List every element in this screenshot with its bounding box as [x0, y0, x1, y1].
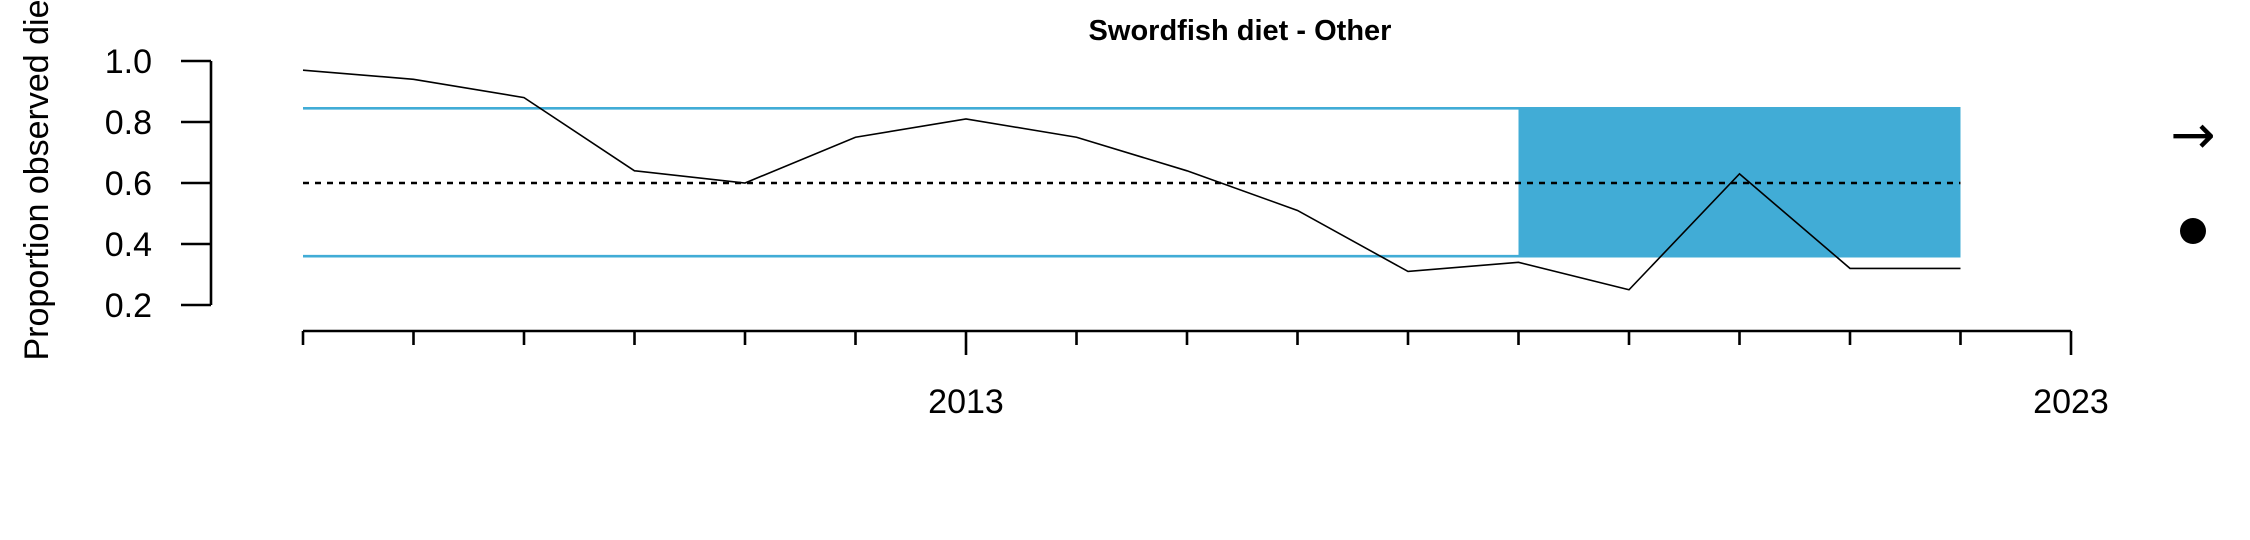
y-tick-label: 0.4 — [105, 226, 152, 264]
x-tick-label: 2023 — [2033, 383, 2109, 421]
x-tick-label: 2013 — [928, 383, 1004, 421]
highlight-region — [1518, 108, 1961, 257]
highlight-layer — [1518, 108, 1961, 257]
y-axis: 0.2 0.4 0.6 0.8 1.0 — [105, 43, 213, 325]
y-tick-label: 0.6 — [105, 165, 152, 203]
series-layer — [302, 69, 1961, 291]
x-axis: 2013 2023 — [301, 329, 2109, 421]
right-arrow-icon: → — [2170, 103, 2215, 166]
y-tick-label: 1.0 — [105, 43, 152, 81]
chart-title: Swordfish diet - Other — [1089, 15, 1392, 47]
filled-circle-icon — [2180, 218, 2206, 244]
y-tick-label: 0.2 — [105, 287, 152, 325]
y-tick-label: 0.8 — [105, 104, 152, 142]
y-axis-label: Proportion observed die — [18, 0, 56, 361]
series-line — [302, 69, 1961, 291]
band-layer — [303, 106, 1961, 258]
